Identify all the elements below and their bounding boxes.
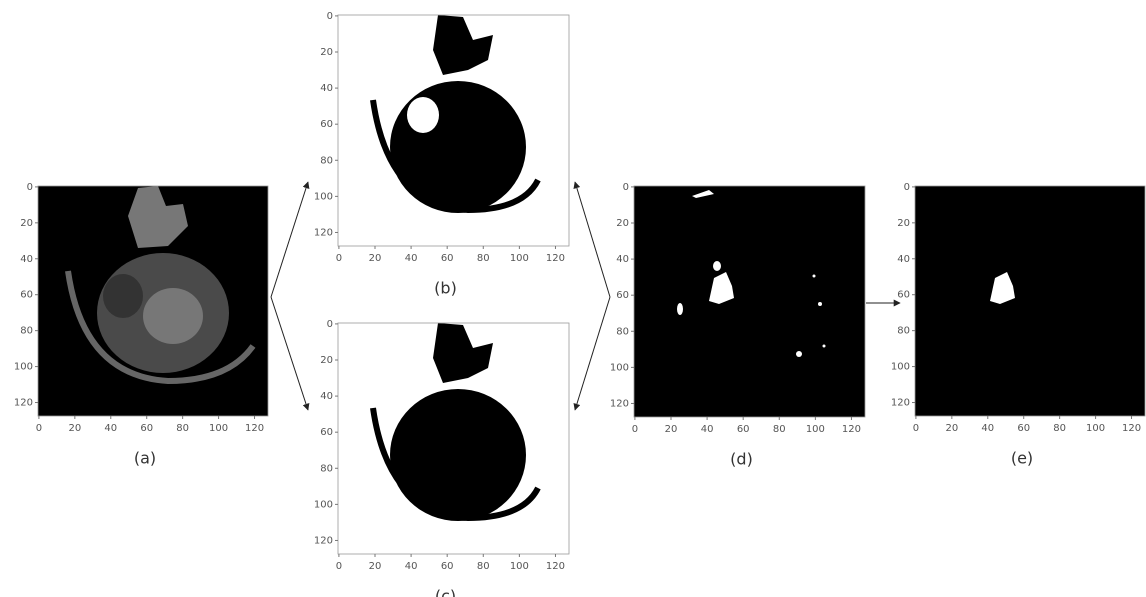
y-tick-label: 80 <box>616 326 629 337</box>
x-tick-label: 100 <box>209 423 228 434</box>
x-tick-label: 120 <box>245 423 264 434</box>
y-tick-label: 20 <box>897 218 910 229</box>
panel-frame <box>337 322 570 555</box>
y-tick-label: 40 <box>20 254 33 265</box>
x-tick-label: 20 <box>665 424 678 435</box>
y-tick-label: 120 <box>14 398 33 409</box>
y-tick-label: 20 <box>320 47 333 58</box>
x-tick-label: 80 <box>477 253 490 264</box>
x-tick-label: 40 <box>405 253 418 264</box>
panel-frame <box>37 185 269 417</box>
panel-caption: (b) <box>434 279 457 298</box>
y-tick-label: 20 <box>320 355 333 366</box>
x-tick-label: 40 <box>104 423 117 434</box>
x-tick-label: 20 <box>369 561 382 572</box>
x-tick-label: 80 <box>477 561 490 572</box>
x-tick-label: 60 <box>1017 423 1030 434</box>
x-tick-label: 120 <box>546 561 565 572</box>
y-tick-label: 20 <box>616 218 629 229</box>
image-d <box>634 186 865 417</box>
image-b <box>338 15 569 246</box>
panel-frame <box>914 185 1146 417</box>
y-tick-label: 100 <box>610 362 629 373</box>
y-tick-label: 100 <box>891 362 910 373</box>
y-tick-label: 60 <box>20 290 33 301</box>
x-tick-label: 0 <box>336 561 342 572</box>
y-tick-label: 0 <box>27 182 33 193</box>
x-tick-label: 20 <box>945 423 958 434</box>
y-tick-label: 60 <box>616 290 629 301</box>
panel-caption: (c) <box>435 587 456 597</box>
image-c <box>338 323 569 554</box>
x-tick-label: 120 <box>842 424 861 435</box>
y-tick-label: 40 <box>897 254 910 265</box>
y-tick-label: 40 <box>320 83 333 94</box>
arrows <box>270 181 901 411</box>
y-tick-label: 100 <box>314 499 333 510</box>
x-tick-label: 80 <box>176 423 189 434</box>
y-tick-label: 100 <box>14 362 33 373</box>
y-tick-label: 40 <box>320 391 333 402</box>
y-tick-label: 40 <box>616 254 629 265</box>
y-tick-label: 0 <box>327 11 333 22</box>
y-tick-label: 120 <box>314 227 333 238</box>
y-tick-label: 60 <box>320 119 333 130</box>
y-tick-label: 0 <box>623 182 629 193</box>
x-tick-label: 0 <box>336 253 342 264</box>
y-tick-label: 20 <box>20 218 33 229</box>
y-tick-label: 0 <box>904 182 910 193</box>
x-tick-label: 60 <box>441 561 454 572</box>
y-tick-label: 60 <box>320 427 333 438</box>
y-tick-label: 80 <box>897 326 910 337</box>
x-tick-label: 0 <box>913 423 919 434</box>
y-tick-label: 120 <box>610 398 629 409</box>
x-tick-label: 40 <box>981 423 994 434</box>
x-tick-label: 20 <box>369 253 382 264</box>
x-tick-label: 120 <box>546 253 565 264</box>
y-tick-label: 60 <box>897 290 910 301</box>
y-tick-label: 120 <box>314 535 333 546</box>
x-tick-label: 40 <box>405 561 418 572</box>
panel-caption: (e) <box>1011 449 1033 468</box>
x-tick-label: 60 <box>737 424 750 435</box>
y-tick-label: 120 <box>891 398 910 409</box>
panel-frame <box>337 14 570 247</box>
x-tick-label: 20 <box>68 423 81 434</box>
x-tick-label: 0 <box>36 423 42 434</box>
x-tick-label: 80 <box>773 424 786 435</box>
x-tick-label: 60 <box>140 423 153 434</box>
image-a <box>38 186 268 416</box>
x-tick-label: 80 <box>1053 423 1066 434</box>
y-tick-label: 80 <box>320 463 333 474</box>
panel-caption: (d) <box>730 450 753 469</box>
x-tick-label: 100 <box>806 424 825 435</box>
panel-caption: (a) <box>134 449 156 468</box>
x-tick-label: 40 <box>701 424 714 435</box>
x-tick-label: 120 <box>1122 423 1141 434</box>
x-tick-label: 100 <box>510 561 529 572</box>
y-tick-label: 80 <box>320 155 333 166</box>
x-tick-label: 0 <box>632 424 638 435</box>
y-tick-label: 100 <box>314 191 333 202</box>
y-tick-label: 80 <box>20 326 33 337</box>
y-tick-label: 0 <box>327 319 333 330</box>
x-tick-label: 100 <box>510 253 529 264</box>
x-tick-label: 60 <box>441 253 454 264</box>
panel-frame <box>633 185 866 418</box>
image-e <box>915 186 1145 416</box>
x-tick-label: 100 <box>1086 423 1105 434</box>
